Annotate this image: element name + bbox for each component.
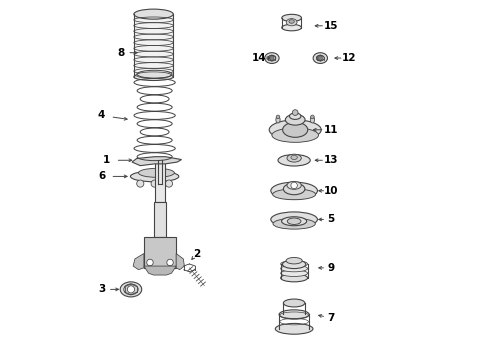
Ellipse shape <box>130 171 179 182</box>
Ellipse shape <box>282 14 301 22</box>
Text: 5: 5 <box>327 215 335 224</box>
Ellipse shape <box>287 218 301 225</box>
Ellipse shape <box>317 55 324 61</box>
Circle shape <box>276 115 280 119</box>
Ellipse shape <box>139 168 174 177</box>
Ellipse shape <box>276 117 280 123</box>
Ellipse shape <box>290 113 301 120</box>
Ellipse shape <box>283 122 308 137</box>
Circle shape <box>166 180 172 187</box>
Text: 9: 9 <box>327 263 335 273</box>
Ellipse shape <box>273 219 315 229</box>
Text: 11: 11 <box>324 125 338 135</box>
Ellipse shape <box>271 182 318 199</box>
Ellipse shape <box>282 260 306 269</box>
Text: 13: 13 <box>324 155 338 165</box>
Ellipse shape <box>310 117 315 123</box>
Ellipse shape <box>282 24 301 31</box>
Bar <box>155 160 166 202</box>
Bar <box>153 202 167 237</box>
Ellipse shape <box>287 181 301 189</box>
Text: 4: 4 <box>98 111 105 121</box>
Circle shape <box>318 56 322 60</box>
Text: 3: 3 <box>98 284 105 294</box>
Polygon shape <box>176 253 184 270</box>
Ellipse shape <box>281 274 308 282</box>
Circle shape <box>311 115 314 119</box>
Polygon shape <box>144 266 176 275</box>
Ellipse shape <box>291 155 297 159</box>
Ellipse shape <box>281 265 308 272</box>
Ellipse shape <box>283 299 305 307</box>
Ellipse shape <box>272 128 319 142</box>
Ellipse shape <box>283 183 305 195</box>
Circle shape <box>151 180 158 187</box>
Circle shape <box>167 259 173 266</box>
Ellipse shape <box>289 20 294 23</box>
Ellipse shape <box>313 53 327 63</box>
Text: 10: 10 <box>324 186 338 196</box>
Bar <box>144 237 176 268</box>
Ellipse shape <box>268 55 276 61</box>
Ellipse shape <box>120 282 142 297</box>
Ellipse shape <box>285 114 305 125</box>
Circle shape <box>291 182 297 189</box>
Ellipse shape <box>287 154 301 162</box>
Polygon shape <box>133 253 144 270</box>
Ellipse shape <box>134 73 173 81</box>
Text: 8: 8 <box>118 48 125 58</box>
Ellipse shape <box>281 261 308 267</box>
Ellipse shape <box>265 53 279 63</box>
Circle shape <box>270 56 274 60</box>
Circle shape <box>127 286 135 293</box>
Text: 6: 6 <box>98 171 105 181</box>
Ellipse shape <box>281 270 308 276</box>
Text: 2: 2 <box>193 248 200 258</box>
Ellipse shape <box>286 19 297 26</box>
Ellipse shape <box>278 154 310 166</box>
Text: 12: 12 <box>342 53 356 63</box>
Circle shape <box>147 259 153 266</box>
Text: 15: 15 <box>324 21 338 31</box>
Ellipse shape <box>134 9 173 19</box>
Ellipse shape <box>136 72 172 78</box>
Circle shape <box>293 110 298 116</box>
Text: 1: 1 <box>103 155 111 165</box>
Polygon shape <box>132 157 181 166</box>
Circle shape <box>137 180 144 187</box>
Ellipse shape <box>282 217 307 226</box>
Text: 14: 14 <box>252 53 267 63</box>
Ellipse shape <box>279 310 309 319</box>
Bar <box>134 14 173 77</box>
Ellipse shape <box>124 284 138 295</box>
Text: 7: 7 <box>327 313 335 323</box>
Ellipse shape <box>275 323 313 334</box>
Ellipse shape <box>269 120 321 140</box>
Ellipse shape <box>286 257 302 264</box>
Ellipse shape <box>272 189 316 200</box>
Ellipse shape <box>271 212 318 227</box>
